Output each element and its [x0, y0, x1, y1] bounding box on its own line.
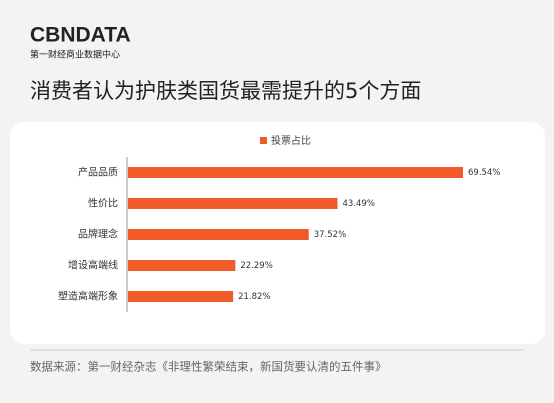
- bar: [128, 167, 463, 178]
- value-label: 22.29%: [240, 261, 272, 271]
- logo-subtitle: 第一财经商业数据中心: [30, 49, 120, 61]
- y-tick-label: 品牌理念: [78, 228, 118, 241]
- y-tick-label: 产品品质: [78, 166, 118, 179]
- logo: CBNDATA: [30, 24, 131, 47]
- bar: [128, 229, 309, 240]
- y-tick-label: 性价比: [88, 197, 118, 210]
- y-tick-label: 增设高端线: [68, 259, 118, 272]
- value-label: 69.54%: [468, 168, 500, 178]
- source: 数据来源：第一财经杂志《非理性繁荣结束，新国货要认清的五件事》: [30, 360, 387, 374]
- bar: [128, 260, 236, 271]
- y-tick-label: 塑造高端形象: [58, 290, 118, 303]
- value-label: 43.49%: [343, 199, 375, 209]
- value-label: 37.52%: [314, 230, 346, 240]
- legend-label: 投票占比: [271, 134, 311, 147]
- legend-swatch: [260, 137, 267, 144]
- value-label: 21.82%: [238, 292, 270, 302]
- bar: [128, 291, 234, 302]
- chart-title: 消费者认为护肤类国货最需提升的5个方面: [30, 79, 421, 103]
- bar: [128, 198, 338, 209]
